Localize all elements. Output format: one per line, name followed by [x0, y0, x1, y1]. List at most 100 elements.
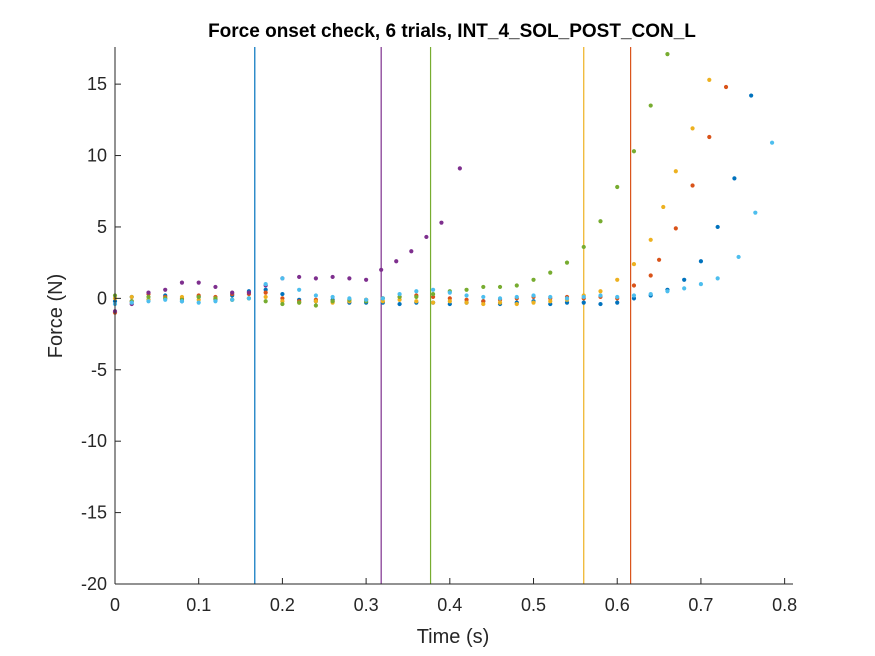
data-point — [246, 290, 252, 295]
data-point — [648, 291, 653, 297]
data-point — [581, 300, 586, 305]
data-point — [414, 299, 419, 304]
data-point — [673, 169, 678, 174]
data-point — [548, 299, 553, 304]
data-point — [648, 273, 653, 278]
onset-lines — [254, 47, 632, 584]
y-tick-label: 15 — [87, 74, 107, 94]
data-point — [313, 276, 318, 281]
y-axis-label: Force (N) — [45, 274, 67, 358]
data-point — [615, 184, 620, 190]
x-ticks: 0 0.1 0.2 0.3 0.4 0.5 0.6 0.7 0.8 — [110, 578, 797, 615]
data-point — [397, 291, 402, 297]
data-point — [179, 280, 185, 285]
data-point — [297, 274, 302, 280]
data-point — [753, 210, 758, 215]
data-point — [514, 294, 519, 300]
chart-title: Force onset check, 6 trials, INT_4_SOL_P… — [208, 21, 696, 42]
data-point — [497, 284, 503, 290]
data-point — [648, 237, 653, 242]
data-point — [457, 166, 462, 171]
data-point — [263, 294, 268, 300]
data-point — [414, 289, 419, 294]
data-point — [246, 296, 252, 301]
data-point — [430, 291, 436, 297]
data-point — [263, 290, 268, 295]
data-point — [430, 300, 436, 305]
data-point — [146, 290, 151, 295]
data-point — [665, 52, 670, 57]
data-point — [631, 149, 637, 154]
data-point — [631, 261, 637, 267]
data-point — [394, 259, 399, 264]
series-6 — [112, 140, 775, 307]
data-point — [648, 103, 653, 108]
data-point — [447, 299, 452, 304]
y-tick-label: -5 — [91, 360, 107, 380]
data-point — [280, 291, 285, 297]
data-point — [379, 267, 384, 272]
data-point — [313, 303, 318, 308]
data-point — [690, 183, 695, 188]
data-point — [347, 276, 352, 281]
data-point — [531, 277, 536, 282]
data-point — [397, 301, 402, 307]
x-tick-label: 0.4 — [437, 595, 462, 615]
data-point — [263, 281, 268, 287]
data-point — [736, 254, 741, 260]
data-point — [548, 294, 553, 300]
data-point — [665, 289, 670, 294]
data-point — [581, 244, 586, 250]
data-point — [531, 300, 536, 305]
data-point — [715, 224, 720, 230]
data-point — [698, 259, 704, 264]
data-point — [698, 281, 704, 287]
data-point — [514, 301, 519, 307]
y-ticks: -20 -15 -10 -5 0 5 10 15 — [81, 74, 121, 594]
data-point — [615, 277, 620, 282]
data-point — [749, 93, 754, 98]
data-point — [179, 299, 185, 304]
data-point — [146, 299, 151, 304]
data-point — [213, 284, 218, 290]
data-point — [280, 276, 285, 281]
data-point — [129, 300, 134, 305]
data-point — [481, 301, 486, 307]
data-point — [564, 296, 570, 301]
data-point — [682, 286, 687, 291]
data-point — [263, 299, 268, 304]
series-points — [112, 52, 775, 315]
data-point — [409, 249, 414, 254]
x-tick-label: 0.8 — [772, 595, 797, 615]
data-point — [196, 300, 201, 305]
data-point — [656, 257, 662, 262]
data-point — [497, 296, 503, 301]
data-point — [297, 287, 302, 292]
x-tick-label: 0 — [110, 595, 120, 615]
data-point — [715, 276, 720, 281]
data-point — [598, 289, 603, 294]
data-point — [430, 287, 436, 292]
data-point — [769, 140, 775, 145]
data-point — [163, 297, 168, 302]
data-point — [673, 226, 678, 231]
data-point — [661, 204, 666, 210]
y-tick-label: 5 — [97, 217, 107, 237]
data-point — [380, 296, 385, 301]
x-tick-label: 0.1 — [186, 595, 211, 615]
x-tick-label: 0.5 — [521, 595, 546, 615]
x-tick-label: 0.2 — [270, 595, 295, 615]
data-point — [615, 300, 620, 305]
data-point — [280, 301, 285, 307]
data-point — [347, 296, 352, 301]
y-tick-label: -10 — [81, 431, 107, 451]
data-point — [631, 283, 637, 288]
data-point — [146, 294, 151, 300]
data-point — [129, 294, 134, 300]
data-point — [230, 297, 235, 302]
data-point — [598, 219, 603, 224]
data-point — [514, 283, 519, 288]
data-point — [313, 293, 318, 298]
data-point — [615, 294, 620, 300]
axes — [114, 47, 793, 585]
